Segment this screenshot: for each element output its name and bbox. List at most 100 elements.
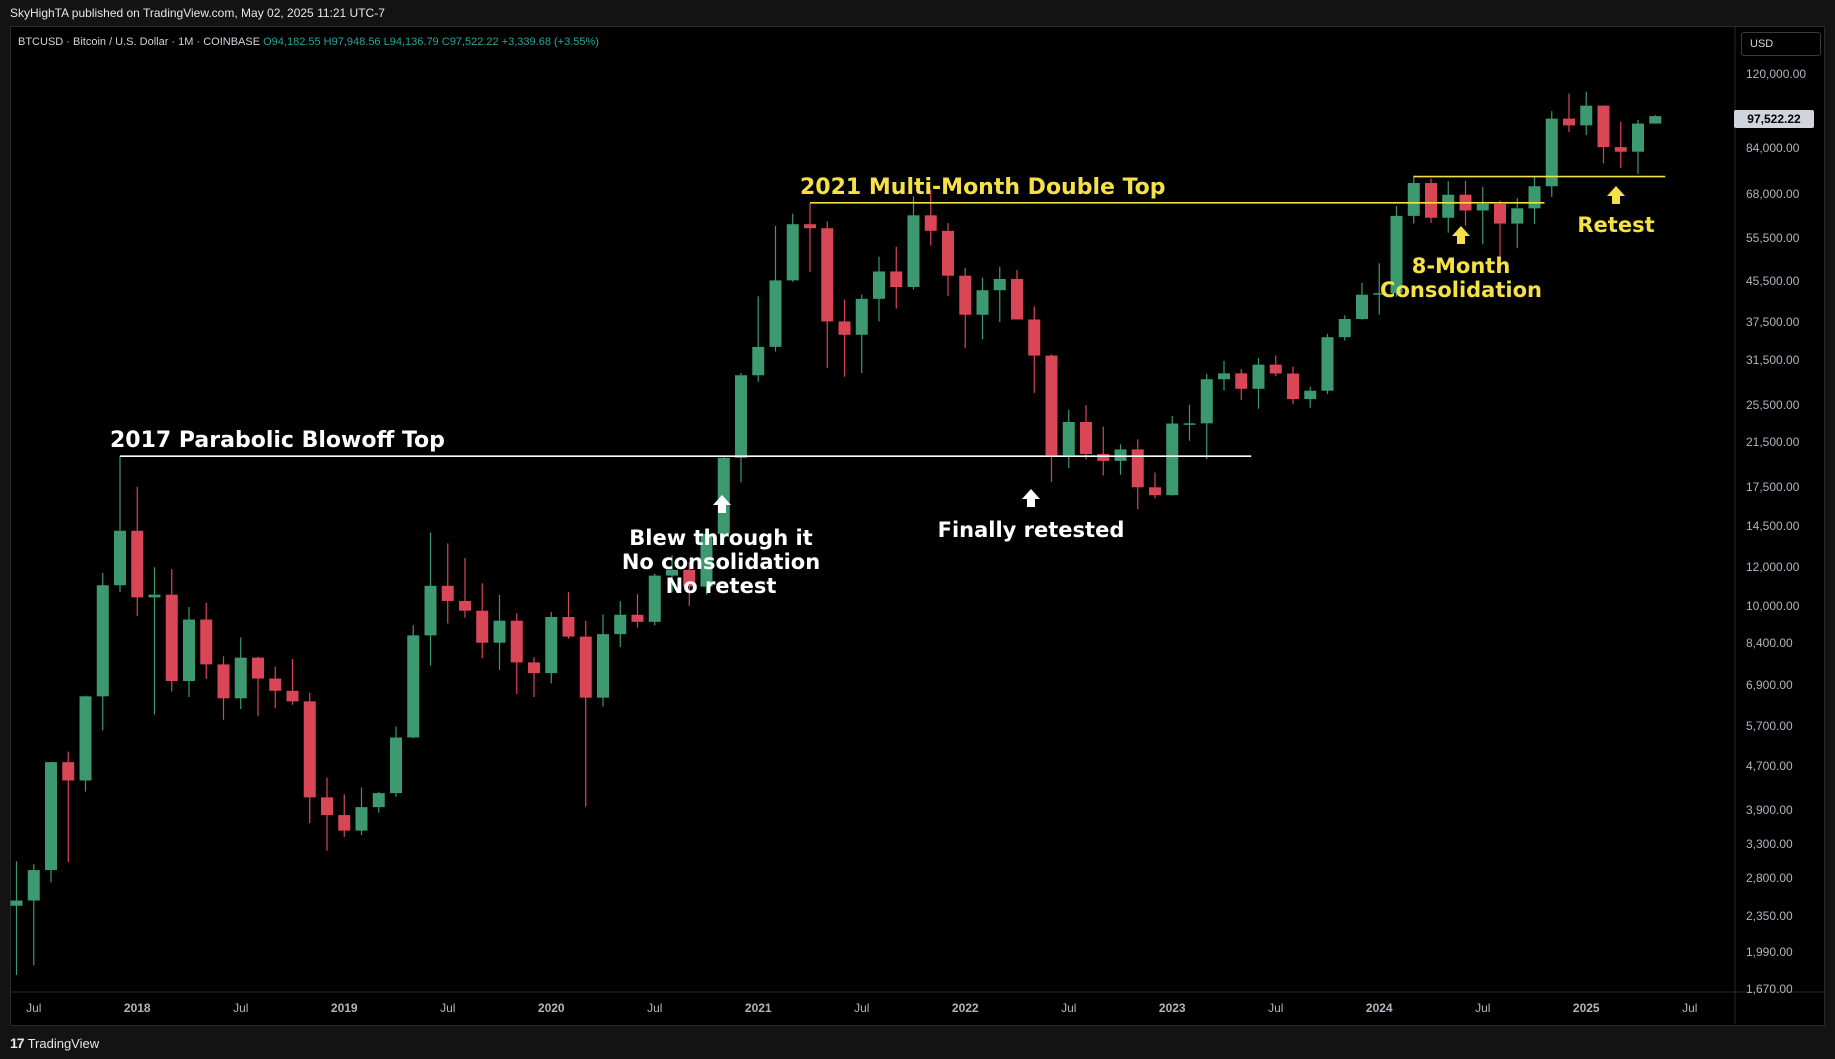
- candle: [424, 532, 437, 666]
- x-tick-label: Jul: [647, 1001, 662, 1015]
- candle-body: [631, 614, 644, 622]
- y-tick-label: 68,000.00: [1746, 187, 1800, 201]
- candle: [303, 692, 316, 824]
- x-tick-label: 2024: [1366, 1001, 1393, 1015]
- candle-body: [666, 569, 678, 576]
- candle-body: [1511, 208, 1524, 224]
- candle-body: [993, 278, 1006, 291]
- candle-body: [1097, 454, 1110, 461]
- candle: [924, 190, 937, 246]
- candle-body: [1390, 215, 1403, 294]
- currency-selector[interactable]: USD: [1741, 32, 1821, 56]
- candle: [372, 792, 385, 813]
- candle-body: [10, 900, 23, 906]
- candle: [873, 256, 885, 322]
- candle: [1563, 93, 1575, 133]
- candle-body: [1269, 364, 1282, 374]
- candle-body: [786, 224, 799, 281]
- arrow-up-icon: [1452, 226, 1470, 244]
- candle-body: [1373, 293, 1386, 295]
- candle: [700, 529, 713, 595]
- candle: [683, 562, 696, 606]
- y-tick-label: 2,350.00: [1746, 909, 1793, 923]
- candle-body: [62, 762, 75, 781]
- candle-body: [1476, 204, 1489, 211]
- candle: [907, 196, 920, 290]
- y-tick-label: 14,500.00: [1746, 519, 1800, 533]
- candle-body: [459, 600, 471, 611]
- candle: [562, 592, 575, 639]
- label-blew-through-line: Blew through it: [629, 526, 812, 550]
- candle-body: [1114, 449, 1127, 461]
- arrow-up-icon: [1607, 186, 1625, 204]
- y-tick-label: 25,500.00: [1746, 398, 1800, 412]
- candle: [1097, 426, 1110, 476]
- candle: [45, 761, 57, 883]
- candle: [148, 567, 161, 715]
- candles-group: [10, 91, 1662, 976]
- y-tick-label: 55,500.00: [1746, 231, 1800, 245]
- candle: [1304, 386, 1317, 408]
- candle: [234, 637, 247, 709]
- candle-body: [1563, 118, 1575, 126]
- candle-body: [1166, 423, 1179, 496]
- candle-body: [1580, 105, 1593, 126]
- symbol-legend[interactable]: BTCUSD · Bitcoin / U.S. Dollar · 1M · CO…: [18, 36, 599, 48]
- candle: [1011, 270, 1023, 320]
- arrow-shaft: [1027, 498, 1035, 507]
- candle: [183, 606, 195, 697]
- candle: [114, 455, 126, 593]
- candle-body: [579, 636, 592, 698]
- candle-body: [148, 594, 161, 598]
- candle-body: [390, 737, 402, 794]
- candle: [1476, 186, 1489, 245]
- candle-body: [1235, 373, 1248, 389]
- x-tick-label: 2025: [1573, 1001, 1600, 1015]
- candle: [648, 573, 661, 626]
- candle: [1632, 119, 1644, 174]
- x-tick-label: Jul: [1682, 1001, 1697, 1015]
- candle: [1580, 91, 1593, 136]
- candle-body: [855, 298, 868, 335]
- candle: [459, 557, 471, 618]
- arrow-head-icon: [713, 495, 731, 505]
- candle: [1114, 444, 1127, 475]
- candle: [1045, 354, 1058, 482]
- candle: [1511, 197, 1524, 249]
- tradingview-logo[interactable]: 17 TradingView: [10, 1035, 99, 1051]
- chart-frame[interactable]: [10, 26, 1825, 1026]
- footer-bar: [0, 1026, 1835, 1059]
- candle: [165, 569, 178, 692]
- candle-body: [286, 690, 299, 702]
- candle: [1235, 369, 1248, 401]
- candle: [1425, 178, 1437, 224]
- candle: [338, 794, 351, 837]
- y-tick-label: 12,000.00: [1746, 560, 1800, 574]
- y-tick-label: 5,700.00: [1746, 719, 1793, 733]
- arrow-up-icon: [713, 495, 731, 513]
- candle-body: [1200, 379, 1213, 424]
- x-tick-label: 2022: [952, 1001, 979, 1015]
- candle-body: [252, 657, 264, 679]
- arrow-shaft: [1457, 235, 1465, 244]
- candle: [769, 225, 782, 352]
- candle-body: [545, 617, 558, 674]
- annotations-group: 2017 Parabolic Blowoff Top 2021 Multi-Mon…: [110, 175, 1655, 598]
- candle-body: [1028, 319, 1041, 356]
- arrow-up-icon: [1022, 489, 1040, 507]
- candle-body: [1614, 147, 1627, 152]
- candle-body: [959, 275, 972, 315]
- candle-body: [717, 457, 730, 534]
- candle: [62, 751, 75, 863]
- x-tick-label: Jul: [440, 1001, 455, 1015]
- candle: [1200, 373, 1213, 460]
- x-tick-label: Jul: [1475, 1001, 1490, 1015]
- label-retest-line: Retest: [1577, 213, 1654, 237]
- label-2017-blowoff-top-line: 2017 Parabolic Blowoff Top: [110, 428, 445, 453]
- candle: [1252, 358, 1265, 409]
- candle: [1149, 472, 1161, 499]
- candle-body: [234, 657, 247, 699]
- candle: [1390, 206, 1403, 297]
- candle: [510, 613, 523, 695]
